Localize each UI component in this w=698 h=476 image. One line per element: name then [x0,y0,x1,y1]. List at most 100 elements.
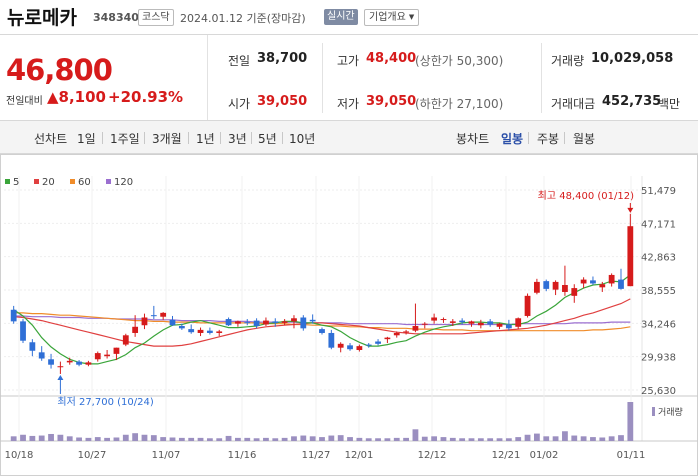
candle-body [375,341,381,344]
period-3m[interactable]: 3개월 [152,132,182,146]
volume-bar [328,435,335,441]
price-chart[interactable]: 5 20 60 120 51,479 47,171 42,863 38,555 34,246 29… [0,154,698,476]
candle [94,351,101,362]
candle [468,320,475,327]
divider [564,132,565,144]
volume-bar [309,436,316,441]
candle-body [421,323,428,325]
candle-body [29,342,36,351]
volume-bar [94,437,101,441]
candle [487,319,494,327]
period-10y[interactable]: 10년 [289,132,316,146]
candle-body [57,366,64,368]
candle [29,339,36,357]
volume-bar [169,437,176,441]
candle [281,319,288,326]
candle [160,312,167,320]
volume-bar [244,437,251,441]
legend-label: 20 [42,177,55,188]
candle [300,315,307,331]
candle [225,317,232,327]
candle-body [365,344,372,346]
volume-bar [421,436,428,441]
x-tick-label: 10/18 [5,450,34,461]
divider [282,132,283,144]
candle [122,333,129,347]
stock-header: 뉴로메카 348340 코스닥 2024.01.12 기준(장마감) 실시간 기… [0,0,698,35]
candle [253,318,260,329]
realtime-button[interactable]: 실시간 [324,9,358,25]
candle [608,273,615,287]
period-1d[interactable]: 1일 [77,132,96,146]
candle-body [122,335,129,345]
candle-body [449,321,456,323]
candle-body [468,321,475,324]
volume-bar [356,437,363,441]
current-price: 46,800 [6,53,113,87]
period-weekly[interactable]: 주봉 [537,132,560,146]
volume-bar [216,438,223,441]
volume-bar [48,433,54,441]
volume-bar [552,436,559,441]
candle [393,331,400,338]
stock-code: 348340 [93,11,139,24]
volume-bar [132,433,139,441]
candle [459,318,466,325]
candle [38,346,45,361]
volume-bar [300,435,307,441]
candle [543,279,550,292]
period-1y[interactable]: 1년 [196,132,215,146]
candle [590,276,596,286]
candle [627,213,634,287]
company-overview-button[interactable]: 기업개요 ▼ [364,9,420,26]
volume-bar [524,434,531,441]
candle-body [104,354,111,357]
candle-body [328,332,335,348]
volume-bar [225,435,232,441]
candle [580,277,587,289]
price-box: 46,800 전일대비 ▲8,100 +20.93% [0,35,208,120]
candle [533,278,540,295]
period-daily[interactable]: 일봉 [501,132,524,146]
candle [421,322,428,329]
period-5y[interactable]: 5년 [258,132,277,146]
candle-body [263,320,269,325]
candle-body [38,352,45,359]
divider [144,132,145,144]
candle-body [76,361,82,365]
candle [150,305,157,320]
period-3y[interactable]: 3년 [228,132,247,146]
candle-body [132,326,139,333]
candle [178,323,185,330]
volume-bar [365,438,372,441]
volume-bar [122,434,129,441]
volume-bar [66,436,73,441]
divider [251,132,252,144]
candle-body [440,319,447,321]
volume-bar [459,438,466,441]
candle-body [543,281,550,289]
low-annotation: 최저 27,700 (10/24) [57,396,153,408]
period-monthly[interactable]: 월봉 [573,132,596,146]
candle-body [618,279,624,289]
volume-bar [515,437,522,441]
candle [104,349,111,359]
y-tick-label: 38,555 [641,286,676,297]
volume-bar [85,437,92,441]
legend-label: 60 [78,177,91,188]
period-1w[interactable]: 1주일 [110,132,140,146]
volume-bar [337,435,344,441]
candle [132,315,139,337]
candle [244,319,251,326]
candle [309,314,316,324]
candle [571,284,578,303]
volume-legend-swatch [652,407,655,416]
candle-body [337,343,344,348]
line-chart-label: 선차트 [34,132,68,146]
candle [375,339,381,346]
candle-body [206,330,213,333]
legend-swatch [70,179,75,184]
x-tick-label: 11/16 [228,450,257,461]
low-arrow-head [57,374,64,380]
up-triangle-icon: ▲ [47,88,59,106]
